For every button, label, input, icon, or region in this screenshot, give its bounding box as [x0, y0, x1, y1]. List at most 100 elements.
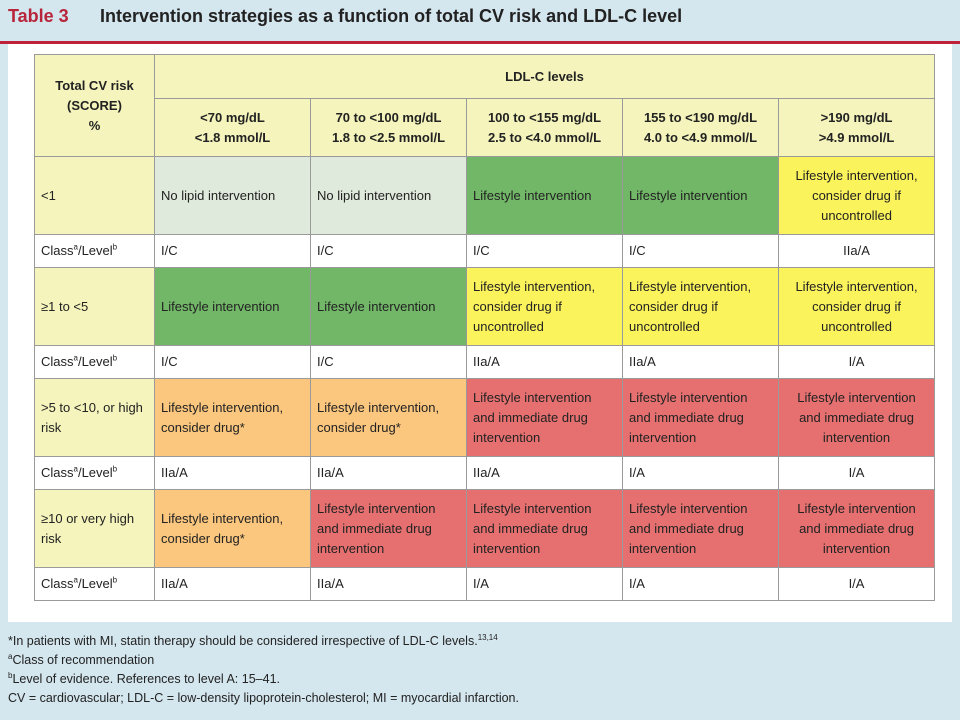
intervention-cell: Lifestyle intervention [466, 156, 623, 235]
class-label-mid: /Level [77, 576, 113, 591]
intervention-cell: Lifestyle intervention [622, 156, 779, 235]
footnotes: *In patients with MI, statin therapy sho… [8, 632, 948, 708]
class-label-mid: /Level [77, 243, 113, 258]
column-header-line: 70 to <100 mg/dL [335, 109, 442, 125]
intervention-cell: Lifestyle intervention and immediate dru… [777, 489, 936, 568]
risk-row: >5 to <10, or high risk Lifestyle interve… [34, 378, 936, 457]
intervention-cell: Lifestyle intervention [154, 267, 311, 346]
class-level-value: IIa/A [622, 345, 779, 379]
column-header: >190 mg/dL >4.9 mmol/L [777, 98, 936, 157]
intervention-cell: Lifestyle intervention and immediate dru… [622, 489, 779, 568]
footnote-star: *In patients with MI, statin therapy sho… [8, 632, 498, 648]
class-level-value: I/A [622, 567, 779, 601]
class-label-prefix: Class [41, 243, 74, 258]
class-level-value: IIa/A [154, 567, 311, 601]
column-header-line: <70 mg/dL [200, 109, 265, 125]
class-label-sup-a: a [73, 242, 78, 252]
intervention-cell: Lifestyle intervention and immediate dru… [622, 378, 779, 457]
title-bar: Table 3 Intervention strategies as a fun… [0, 0, 960, 40]
class-level-label: Classa/Levelb [34, 345, 155, 379]
class-level-value: IIa/A [777, 234, 936, 268]
class-level-value: I/C [622, 234, 779, 268]
class-level-row: Classa/Levelb IIa/A IIa/A IIa/A I/A I/A [34, 456, 936, 490]
intervention-cell: No lipid intervention [154, 156, 311, 235]
risk-category: ≥10 or very high risk [34, 489, 155, 568]
column-header-line: 1.8 to <2.5 mmol/L [331, 129, 446, 145]
intervention-cell: Lifestyle intervention, consider drug* [154, 378, 311, 457]
intervention-cell: Lifestyle intervention, consider drug if… [466, 267, 623, 346]
intervention-cell: Lifestyle intervention and immediate dru… [310, 489, 467, 568]
corner-header-line: % [88, 117, 101, 133]
class-level-row: Classa/Levelb IIa/A IIa/A I/A I/A I/A [34, 567, 936, 601]
class-label-sup-a: a [73, 353, 78, 363]
intervention-cell: Lifestyle intervention and immediate dru… [777, 378, 936, 457]
class-level-value: IIa/A [154, 456, 311, 490]
class-label-prefix: Class [41, 354, 74, 369]
column-header-line: <1.8 mmol/L [194, 129, 271, 145]
table-title: Intervention strategies as a function of… [100, 6, 683, 26]
class-label-sup-b: b [112, 242, 118, 252]
column-header: 100 to <155 mg/dL 2.5 to <4.0 mmol/L [466, 98, 623, 157]
title-rule [0, 41, 960, 44]
intervention-cell: No lipid intervention [310, 156, 467, 235]
intervention-cell: Lifestyle intervention [310, 267, 467, 346]
class-label-sup-b: b [112, 575, 118, 585]
footnote-a: aClass of recommendation [8, 651, 155, 667]
class-level-row: Classa/Levelb I/C I/C I/C I/C IIa/A [34, 234, 936, 268]
intervention-cell: Lifestyle intervention and immediate dru… [466, 489, 623, 568]
column-header-line: 4.0 to <4.9 mmol/L [643, 129, 758, 145]
class-level-value: IIa/A [466, 345, 623, 379]
risk-row: ≥10 or very high risk Lifestyle intervent… [34, 489, 936, 568]
class-level-value: IIa/A [310, 456, 467, 490]
column-header-line: 100 to <155 mg/dL [487, 109, 602, 125]
intervention-cell: Lifestyle intervention, consider drug* [154, 489, 311, 568]
class-level-value: I/C [154, 345, 311, 379]
intervention-cell: Lifestyle intervention, consider drug if… [622, 267, 779, 346]
class-level-value: IIa/A [466, 456, 623, 490]
intervention-cell: Lifestyle intervention, consider drug if… [777, 156, 936, 235]
header-row-group: Total CV risk (SCORE)% LDL-C levels [34, 54, 936, 157]
risk-category: >5 to <10, or high risk [34, 378, 155, 457]
risk-row: ≥1 to <5 Lifestyle intervention Lifestyle … [34, 267, 936, 346]
class-level-label: Classa/Levelb [34, 234, 155, 268]
class-label-sup-a: a [73, 464, 78, 474]
class-label-mid: /Level [77, 465, 113, 480]
class-label-sup-a: a [73, 575, 78, 585]
footnote-b: bLevel of evidence. References to level … [8, 670, 280, 686]
column-header-line: >190 mg/dL [820, 109, 893, 125]
class-level-row: Classa/Levelb I/C I/C IIa/A IIa/A I/A [34, 345, 936, 379]
class-level-value: I/C [466, 234, 623, 268]
class-level-value: I/A [777, 456, 936, 490]
intervention-table: Total CV risk (SCORE)% LDL-C levels <70 mg/… [34, 54, 936, 601]
intervention-cell: Lifestyle intervention, consider drug if… [777, 267, 936, 346]
risk-row: <1 No lipid intervention No lipid interven… [34, 156, 936, 235]
column-header: <70 mg/dL <1.8 mmol/L [154, 98, 311, 157]
class-label-mid: /Level [77, 354, 113, 369]
column-header-line: 155 to <190 mg/dL [643, 109, 758, 125]
class-level-value: I/A [777, 345, 936, 379]
class-label-sup-b: b [112, 353, 118, 363]
header-row-columns: <70 mg/dL <1.8 mmol/L 70 to <100 mg/dL 1.8 … [35, 98, 936, 157]
class-level-value: I/A [622, 456, 779, 490]
class-level-value: I/C [310, 234, 467, 268]
class-level-label: Classa/Levelb [34, 456, 155, 490]
corner-header-line: Total CV risk [55, 77, 134, 93]
risk-category: ≥1 to <5 [34, 267, 155, 346]
class-level-label: Classa/Levelb [34, 567, 155, 601]
column-header: 70 to <100 mg/dL 1.8 to <2.5 mmol/L [310, 98, 467, 157]
risk-category: <1 [34, 156, 155, 235]
ldl-group-header: LDL-C levels [153, 54, 936, 99]
class-level-value: IIa/A [310, 567, 467, 601]
class-label-prefix: Class [41, 465, 74, 480]
class-level-value: I/C [154, 234, 311, 268]
class-level-value: I/C [310, 345, 467, 379]
class-label-prefix: Class [41, 576, 74, 591]
table-label: Table 3 [8, 6, 69, 26]
corner-header-line: (SCORE) [67, 97, 122, 113]
class-level-value: I/A [777, 567, 936, 601]
corner-header: Total CV risk (SCORE)% [34, 54, 155, 157]
intervention-cell: Lifestyle intervention and immediate dru… [466, 378, 623, 457]
class-label-sup-b: b [112, 464, 118, 474]
column-header-line: >4.9 mmol/L [818, 129, 895, 145]
footnote-abbreviations: CV = cardiovascular; LDL-C = low-density… [8, 691, 519, 705]
